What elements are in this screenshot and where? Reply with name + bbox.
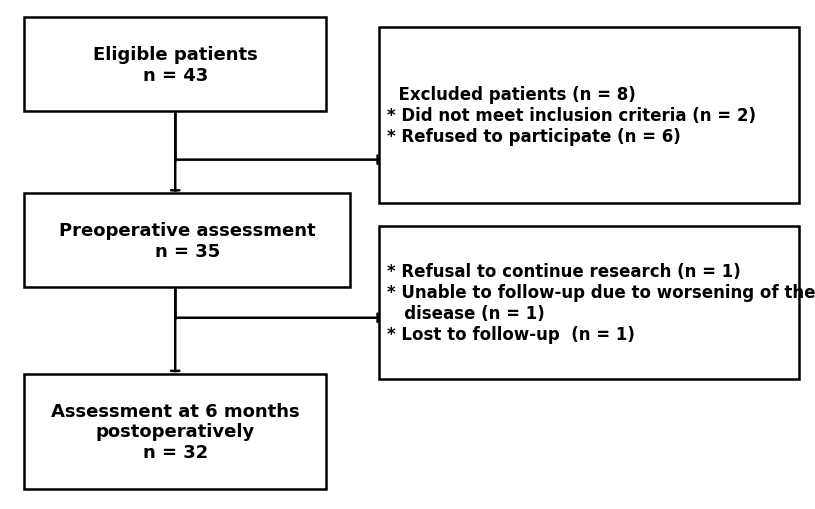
- FancyBboxPatch shape: [379, 227, 799, 379]
- Text: * Refusal to continue research (n = 1)
* Unable to follow-up due to worsening of: * Refusal to continue research (n = 1) *…: [387, 263, 815, 343]
- Text: Eligible patients
n = 43: Eligible patients n = 43: [93, 46, 258, 84]
- FancyBboxPatch shape: [24, 374, 326, 489]
- Text: Assessment at 6 months
postoperatively
n = 32: Assessment at 6 months postoperatively n…: [51, 402, 300, 461]
- FancyBboxPatch shape: [24, 18, 326, 112]
- Text: Excluded patients (n = 8)
* Did not meet inclusion criteria (n = 2)
* Refused to: Excluded patients (n = 8) * Did not meet…: [387, 87, 756, 146]
- FancyBboxPatch shape: [24, 193, 350, 288]
- FancyBboxPatch shape: [379, 28, 799, 204]
- Text: Preoperative assessment
n = 35: Preoperative assessment n = 35: [59, 221, 315, 260]
